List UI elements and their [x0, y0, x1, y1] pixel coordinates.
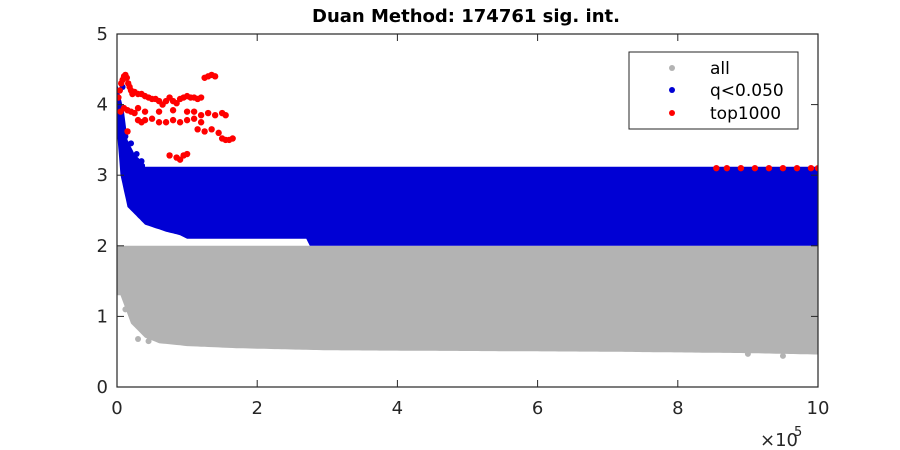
point-top1000-77	[723, 164, 731, 172]
y-tick-label-0: 0	[97, 377, 108, 398]
x-tick-label-3: 6	[532, 398, 543, 419]
series-all-band	[117, 245, 818, 355]
series-q-band	[117, 83, 818, 246]
point-top1000-75	[183, 150, 191, 158]
point-top1000-53	[141, 116, 149, 124]
legend-marker-top1000	[669, 110, 675, 116]
legend-label-all: all	[710, 59, 730, 79]
point-q-4	[138, 158, 145, 165]
x-exponent-power: 5	[794, 425, 802, 440]
x-tick-label-1: 2	[251, 398, 262, 419]
x-tick-label-5: 10	[807, 398, 830, 419]
point-top1000-55	[155, 119, 163, 126]
point-top1000-46	[197, 111, 205, 119]
point-top1000-63	[201, 128, 208, 135]
point-top1000-50	[222, 111, 229, 119]
point-top1000-40	[134, 104, 142, 112]
legend-marker-all	[669, 65, 675, 71]
y-tick-label-2: 2	[97, 236, 108, 257]
point-top1000-73	[176, 156, 184, 163]
point-top1000-69	[229, 135, 236, 142]
point-top1000-80	[765, 164, 773, 172]
point-all-0	[135, 335, 142, 342]
ticks-layer: 0 2 4 6 8 10 0 1 2 3 4 5	[97, 24, 830, 419]
point-all-3	[779, 352, 786, 359]
point-top1000-43	[169, 107, 177, 114]
point-top1000-60	[190, 115, 198, 122]
point-top1000-61	[197, 119, 205, 126]
legend-label-q: q<0.050	[710, 81, 784, 101]
point-top1000-65	[215, 129, 222, 137]
point-all-2	[122, 306, 129, 313]
point-top1000-81	[779, 164, 787, 172]
legend-marker-q	[669, 87, 675, 93]
point-top1000-58	[176, 119, 184, 126]
point-top1000-64	[208, 126, 215, 133]
point-top1000-45	[190, 108, 198, 115]
y-tick-label-4: 4	[97, 95, 108, 116]
point-top1000-54	[148, 115, 156, 122]
point-top1000-57	[169, 116, 177, 124]
point-all-4	[744, 350, 751, 357]
point-top1000-30	[197, 94, 205, 101]
point-top1000-83	[807, 164, 815, 172]
legend-box	[628, 51, 799, 130]
point-top1000-70	[124, 128, 131, 135]
axes-box	[116, 33, 819, 388]
point-top1000-79	[751, 164, 759, 172]
point-top1000-23	[173, 99, 180, 107]
point-top1000-1	[117, 87, 124, 94]
x-tick-label-2: 4	[392, 398, 403, 419]
point-top1000-6	[123, 74, 131, 81]
point-top1000-84	[814, 164, 818, 172]
y-tick-label-1: 1	[97, 306, 108, 327]
legend-label-top1000: top1000	[710, 104, 781, 124]
point-top1000-71	[166, 152, 173, 159]
x-exponent-label: ×10	[760, 430, 798, 450]
y-tick-label-3: 3	[97, 165, 108, 186]
point-top1000-34	[211, 73, 219, 80]
point-top1000-82	[793, 164, 801, 172]
point-top1000-48	[211, 111, 219, 119]
point-top1000-41	[141, 108, 149, 115]
point-top1000-59	[183, 116, 191, 124]
point-q-3	[133, 151, 140, 158]
x-tick-label-0: 0	[111, 398, 122, 419]
series-layer	[117, 71, 818, 359]
point-all-1	[145, 338, 152, 345]
point-top1000-78	[737, 164, 745, 172]
point-q-5	[569, 194, 576, 201]
point-top1000-44	[183, 108, 191, 115]
point-top1000-56	[162, 119, 170, 126]
point-top1000-0	[117, 94, 122, 101]
x-tick-label-4: 8	[672, 398, 683, 419]
point-top1000-42	[155, 108, 163, 115]
point-top1000-76	[713, 164, 720, 172]
point-top1000-39	[131, 109, 138, 117]
point-top1000-62	[194, 126, 201, 133]
chart-title: Duan Method: 174761 sig. int.	[312, 6, 620, 27]
point-top1000-47	[204, 109, 212, 117]
y-tick-label-5: 5	[97, 24, 108, 45]
point-q-1	[122, 133, 129, 140]
legend: all q<0.050 top1000	[628, 51, 799, 130]
point-q-2	[128, 140, 135, 147]
